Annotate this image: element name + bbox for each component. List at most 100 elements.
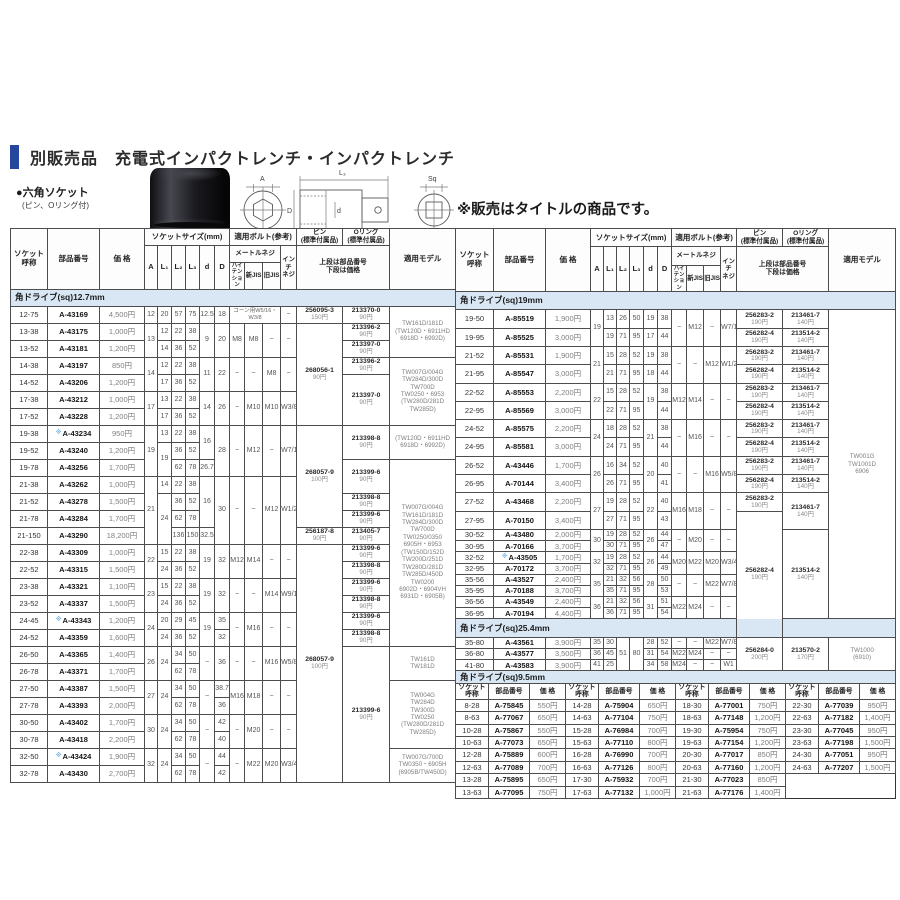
table-cell: M20 [671,551,688,575]
table-cell: 価 格 [639,682,676,700]
table-cell: 62 [171,662,186,681]
table-cell: A-43228 [47,407,100,426]
table-cell: 27 [590,492,604,530]
table-cell: 38 [185,543,200,562]
table-cell: A-77176 [708,785,750,800]
table-cell: A-43337 [47,594,100,613]
table-cell: 24 [157,713,172,749]
table-cell: − [199,645,215,681]
table-cell: 32 [616,573,630,586]
table-cell: 24 [144,611,158,647]
table-cell: A-75889 [488,748,530,762]
header-cell: Oリング (標準付属品) [342,228,391,246]
table-cell: W1 [720,659,738,672]
table-cell: 213570-2 170円 [782,636,830,672]
table-cell: A-77017 [708,748,750,762]
table-cell: 26 [616,309,630,329]
table-cell: 26-78 [10,662,48,681]
table-cell: 36 [171,628,186,647]
table-cell: 17-52 [10,407,48,426]
table-cell: 35 [213,611,231,630]
table-cell: A-43256 [47,458,100,477]
table-cell: A-77001 [708,698,750,713]
header-cell: メートルネジ [229,245,282,263]
table-cell: 8-63 [455,711,489,725]
table-cell: 54 [656,607,673,620]
table-cell: A-43321 [47,577,100,596]
table-cell: 19 [603,492,617,512]
table-cell: M22 [671,647,688,661]
table-cell: 213398-8 90円 [342,424,391,460]
table-cell: 32-50 [10,747,48,766]
table-cell: 30 [603,636,617,649]
table-cell: 1,200円 [749,736,786,750]
table-cell: 30-52 [455,528,494,542]
table-cell: 18 [643,364,658,384]
table-cell: A-85519 [493,309,546,329]
table-cell: A-43206 [47,373,100,392]
table-cell: 23 [144,577,158,613]
table-cell: − [720,419,738,457]
table-cell: 1,400円 [749,785,786,800]
table-cell: − [720,382,738,421]
table-cell: 213399-6 90円 [342,458,391,494]
table-cell: 44 [656,437,673,457]
table-cell [785,786,819,799]
table-cell: 22 [590,382,604,421]
header-cell: 新JIS [244,262,264,290]
table-cell: − [280,713,298,749]
table-cell: 32-78 [10,764,48,783]
table-cell: A-43583 [493,659,546,672]
table-cell: 213398-8 90円 [342,560,391,579]
table-cell: 950円 [99,424,145,443]
table-cell: 56 [629,596,644,609]
table-cell: 22 [171,475,186,494]
table-cell: 52 [185,594,200,613]
dim-a-label: A [260,176,265,183]
table-cell: − [262,322,282,358]
table-cell: M20 [244,713,264,749]
table-cell: 28 [213,424,231,477]
table-cell: W7/16 [280,424,298,477]
table-cell: 1,700円 [99,662,145,681]
table-cell: TW007G/004G TW161D/181D TW284D/300D TW70… [389,458,457,647]
table-cell: M12 [703,345,722,384]
table-cell: 26-50 [10,645,48,664]
table-cell: 45 [603,647,617,661]
table-cell: 213461-7 140円 [782,345,830,366]
table-cell: 1,200円 [99,339,145,358]
table-cell: A-43418 [47,730,100,749]
table-cell: 32 [213,628,231,647]
header-cell: 適用ボルト(参考) [671,227,738,248]
table-cell: 650円 [639,698,676,713]
table-cell: M14 [686,382,705,421]
table-cell: 32 [590,551,604,575]
table-cell: 27-50 [10,679,48,698]
table-cell: 26 [213,390,231,426]
table-cell: 16 [603,455,617,476]
table-cell: 1,400円 [858,711,897,725]
table-cell: 256283-2 190円 [736,345,784,366]
table-cell: 21 [590,345,604,384]
table-cell: 12 [144,305,158,324]
table-cell: A-43402 [47,713,100,732]
table-cell: 44 [656,327,673,347]
table-cell: A-43315 [47,560,100,579]
table-cell: A-75845 [488,698,530,713]
table-cell: 角ドライブ(sq)9.5mm [454,670,897,684]
table-cell: 850円 [749,748,786,762]
table-cell: 34 [643,659,658,672]
table-cell: 2,200円 [545,382,591,402]
table-cell: 12 [157,356,172,375]
table-cell: 256283-2 190円 [736,492,784,512]
table-cell: A-43371 [47,662,100,681]
table-cell: 256282-4 190円 [736,364,784,384]
table-cell: 44 [213,747,231,766]
table-cell: 24 [157,747,172,783]
table-cell: 50 [185,747,200,766]
table-cell: − [229,424,246,477]
table-cell: 18-63 [675,711,709,725]
table-cell: 22 [144,543,158,579]
table-cell: 41-80 [455,659,494,672]
table-cell: 213514-2 140円 [782,364,830,384]
